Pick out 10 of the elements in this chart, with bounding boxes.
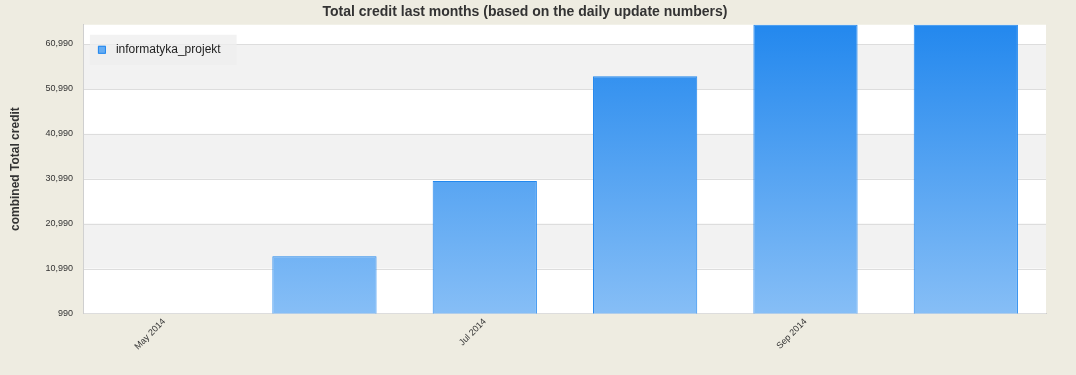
y-tick-label: 10,990	[45, 262, 73, 273]
y-tick-label: 60,990	[45, 38, 73, 49]
y-tick-label: 990	[57, 307, 73, 318]
y-tick-label: 30,990	[45, 173, 73, 184]
y-tick-label: 40,990	[45, 128, 73, 139]
chart-title: Total credit last months (based on the daily update numbers)	[322, 3, 728, 20]
y-tick-label: 50,990	[45, 83, 73, 94]
legend-label: informatyka_projekt	[115, 42, 222, 57]
y-axis-title: combined Total credit	[7, 107, 22, 232]
y-tick-label: 20,990	[45, 218, 73, 229]
